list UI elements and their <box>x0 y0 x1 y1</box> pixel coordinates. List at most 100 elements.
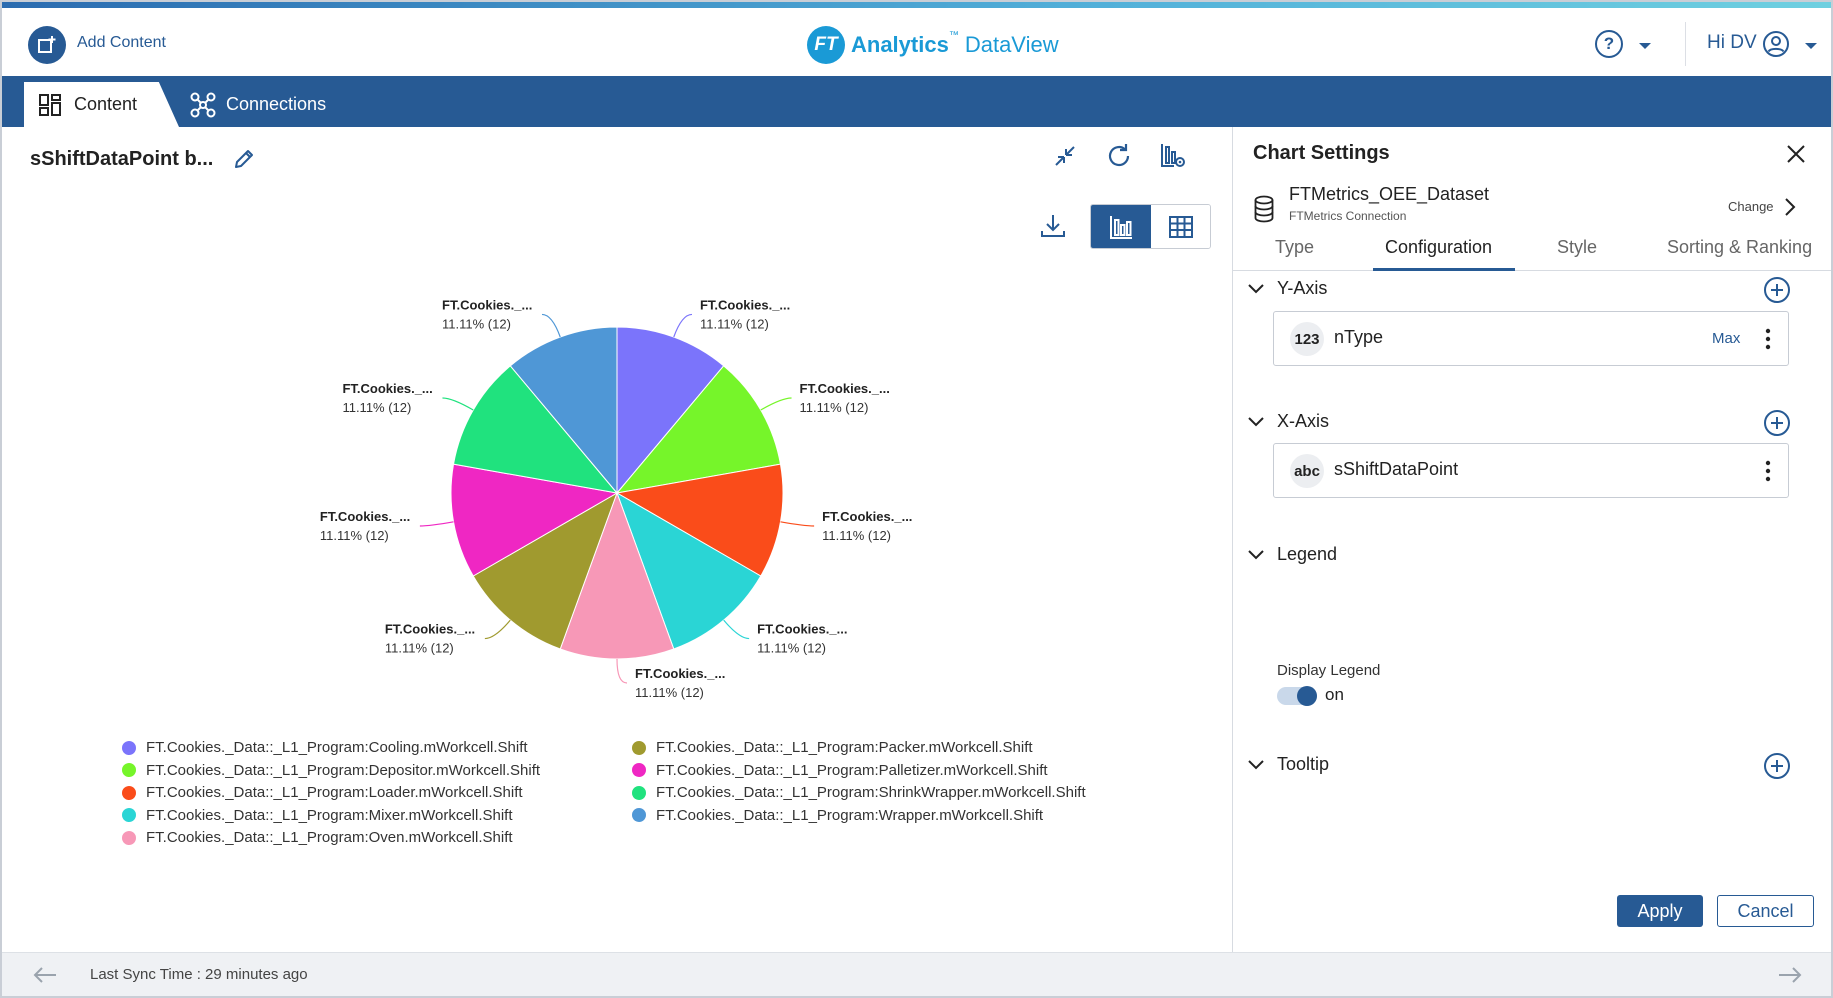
slice-value-label: 11.11% (12) <box>342 400 411 415</box>
arrow-left-icon[interactable] <box>32 965 58 985</box>
more-options-icon[interactable] <box>1764 458 1772 484</box>
legend-item[interactable]: FT.Cookies._Data::_L1_Program:ShrinkWrap… <box>632 784 1086 801</box>
slice-label: FT.Cookies._... <box>700 297 790 312</box>
legend-swatch <box>122 740 136 755</box>
chart-workspace: sShiftDataPoint b... <box>2 127 1232 952</box>
user-chevron-down-icon[interactable] <box>1805 43 1817 49</box>
collapse-icon[interactable] <box>1050 141 1080 171</box>
connections-icon <box>190 92 216 117</box>
ft-logo-mark: FT <box>807 26 845 64</box>
legend-item[interactable]: FT.Cookies._Data::_L1_Program:Packer.mWo… <box>632 739 1033 756</box>
add-tooltip-icon[interactable] <box>1763 752 1791 780</box>
slice-label: FT.Cookies._... <box>635 666 725 681</box>
slice-value-label: 11.11% (12) <box>757 641 826 656</box>
view-toggle-group <box>1090 204 1211 249</box>
help-chevron-down-icon[interactable] <box>1639 43 1651 49</box>
legend-item[interactable]: FT.Cookies._Data::_L1_Program:Cooling.mW… <box>122 739 528 756</box>
pie-slice[interactable] <box>616 326 725 495</box>
pie-slice[interactable] <box>509 326 618 495</box>
tab-sorting-ranking[interactable]: Sorting & Ranking <box>1667 236 1813 257</box>
legend-item[interactable]: FT.Cookies._Data::_L1_Program:Palletizer… <box>632 762 1048 779</box>
legend-label: FT.Cookies._Data::_L1_Program:Loader.mWo… <box>146 784 523 801</box>
slice-label: FT.Cookies._... <box>320 509 410 524</box>
x-axis-field-name: sShiftDataPoint <box>1334 459 1459 479</box>
slice-label: FT.Cookies._... <box>442 297 532 312</box>
chevron-down-icon <box>1248 416 1264 426</box>
slice-label: FT.Cookies._... <box>342 381 432 396</box>
x-axis-field[interactable]: abc sShiftDataPoint <box>1273 443 1789 498</box>
change-dataset-link[interactable]: Change <box>1728 199 1774 214</box>
user-avatar-icon[interactable] <box>1762 30 1790 58</box>
toggle-knob <box>1297 686 1317 706</box>
edit-title-icon[interactable] <box>232 147 256 171</box>
app-header: Add Content FT Analytics ™ DataView ? Hi … <box>2 8 1831 76</box>
aggregation-select[interactable]: Max <box>1712 330 1741 347</box>
legend-item[interactable]: FT.Cookies._Data::_L1_Program:Depositor.… <box>122 762 540 779</box>
slice-leader-line <box>723 619 750 640</box>
tooltip-section-toggle[interactable]: Tooltip <box>1247 754 1329 775</box>
legend-item[interactable]: FT.Cookies._Data::_L1_Program:Oven.mWork… <box>122 829 513 846</box>
chart-settings-icon[interactable] <box>1158 141 1188 171</box>
legend-item[interactable]: FT.Cookies._Data::_L1_Program:Mixer.mWor… <box>122 807 513 824</box>
dataset-connection: FTMetrics Connection <box>1289 209 1407 223</box>
refresh-icon[interactable] <box>1104 141 1134 171</box>
pie-slice[interactable] <box>452 365 619 494</box>
chevron-right-icon[interactable] <box>1783 197 1797 217</box>
display-legend-label: Display Legend <box>1277 662 1381 679</box>
arrow-right-icon[interactable] <box>1777 965 1803 985</box>
add-content-icon <box>38 36 56 53</box>
pie-slice[interactable] <box>559 491 675 660</box>
pie-slice[interactable] <box>472 491 618 650</box>
status-footer: Last Sync Time : 29 minutes ago <box>2 952 1831 996</box>
add-x-axis-icon[interactable] <box>1763 409 1791 437</box>
slice-value-label: 11.11% (12) <box>635 685 704 700</box>
legend-heading: Legend <box>1277 544 1338 564</box>
text-type-badge: abc <box>1290 454 1324 488</box>
chart-settings-panel: Chart Settings FTMetrics_OEE_Dataset FTM… <box>1232 127 1831 952</box>
pie-slice[interactable] <box>616 491 762 650</box>
legend-label: FT.Cookies._Data::_L1_Program:Packer.mWo… <box>656 739 1033 756</box>
tab-style[interactable]: Style <box>1557 236 1598 257</box>
user-greeting[interactable]: Hi DV <box>1707 32 1757 53</box>
more-options-icon[interactable] <box>1764 326 1772 352</box>
add-y-axis-icon[interactable] <box>1763 276 1791 304</box>
y-axis-heading: Y-Axis <box>1277 278 1328 298</box>
legend-item[interactable]: FT.Cookies._Data::_L1_Program:Loader.mWo… <box>122 784 523 801</box>
y-axis-section-toggle[interactable]: Y-Axis <box>1247 278 1327 299</box>
legend-item[interactable]: FT.Cookies._Data::_L1_Program:Wrapper.mW… <box>632 807 1043 824</box>
chevron-down-icon <box>1248 549 1264 559</box>
numeric-type-badge: 123 <box>1290 322 1324 356</box>
app-logo: FT Analytics ™ DataView <box>807 22 1059 68</box>
legend-swatch <box>122 785 136 800</box>
pie-slice[interactable] <box>615 463 784 577</box>
add-content-label[interactable]: Add Content <box>77 34 166 51</box>
add-content-button[interactable] <box>28 26 66 64</box>
logo-product: DataView <box>964 32 1059 57</box>
legend-swatch <box>122 808 136 822</box>
slice-leader-line <box>442 397 474 411</box>
table-view-button[interactable] <box>1151 205 1210 248</box>
slice-value-label: 11.11% (12) <box>800 400 869 415</box>
help-button[interactable]: ? <box>1595 30 1623 58</box>
x-axis-section-toggle[interactable]: X-Axis <box>1247 411 1329 432</box>
y-axis-field[interactable]: 123 nType Max <box>1273 311 1789 366</box>
legend-swatch <box>632 740 646 755</box>
tab-type[interactable]: Type <box>1275 236 1315 257</box>
slice-leader-line <box>541 313 561 338</box>
tab-configuration[interactable]: Configuration <box>1385 236 1493 257</box>
slice-value-label: 11.11% (12) <box>385 641 454 656</box>
tab-connections[interactable]: Connections <box>190 82 326 127</box>
pie-slice[interactable] <box>615 365 782 494</box>
apply-button[interactable]: Apply <box>1617 895 1703 927</box>
legend-section-toggle[interactable]: Legend <box>1247 544 1337 565</box>
x-axis-heading: X-Axis <box>1277 411 1330 431</box>
download-icon[interactable] <box>1038 211 1068 241</box>
legend-label: FT.Cookies._Data::_L1_Program:Mixer.mWor… <box>146 806 513 824</box>
pie-slice[interactable] <box>450 463 619 577</box>
display-legend-toggle[interactable] <box>1277 686 1317 706</box>
close-icon[interactable] <box>1783 141 1809 167</box>
cancel-button[interactable]: Cancel <box>1717 895 1814 927</box>
tab-content[interactable]: Content <box>24 82 179 127</box>
bar-chart-view-button[interactable] <box>1091 205 1151 248</box>
chart-title: sShiftDataPoint b... <box>30 148 214 170</box>
